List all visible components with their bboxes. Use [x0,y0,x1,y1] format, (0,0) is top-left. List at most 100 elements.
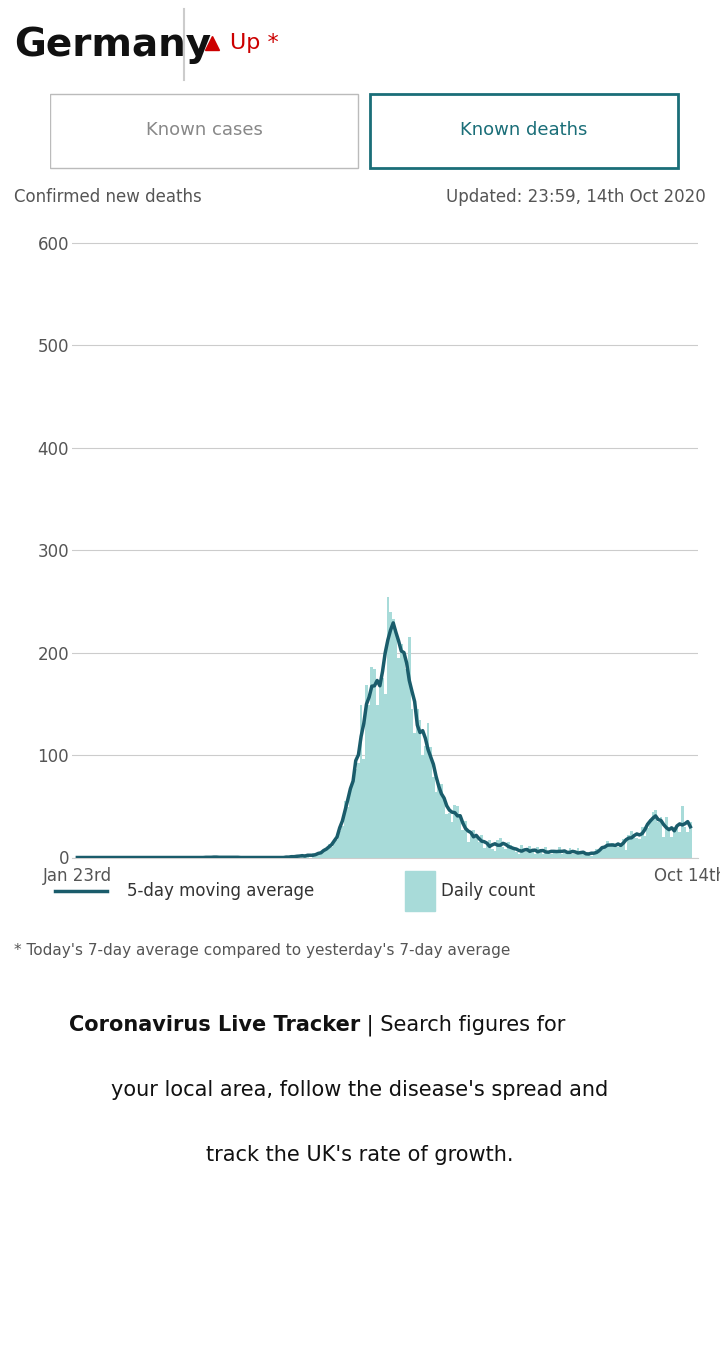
Bar [325,851,328,858]
Bar [368,705,371,858]
Bar [496,840,499,858]
Bar [600,848,603,858]
Bar [333,841,336,858]
Bar [381,678,384,858]
Bar [330,848,333,858]
Bar [362,759,365,858]
Bar [499,838,502,858]
Text: track the UK's rate of growth.: track the UK's rate of growth. [206,1144,514,1165]
Bar [603,848,606,858]
Bar [528,847,531,858]
Bar [558,848,561,858]
Bar [424,746,427,858]
Bar [483,848,485,858]
Bar [306,856,309,858]
Bar [400,645,402,858]
Bar [662,837,665,858]
Bar [379,683,381,858]
Bar [510,845,513,858]
Bar [569,848,571,858]
Bar [598,852,600,858]
Bar [582,853,585,858]
Bar [536,848,539,858]
Bar [686,831,689,858]
Bar [480,836,483,858]
Bar [580,855,582,858]
Bar [354,770,357,858]
Bar [539,851,542,858]
Bar [323,852,325,858]
Bar [454,805,456,858]
Text: View Now: View Now [312,1236,408,1255]
Bar [488,840,491,858]
Text: Known deaths: Known deaths [460,121,588,139]
Bar [438,782,440,858]
Bar [290,856,293,858]
Bar [491,849,494,858]
Bar [477,842,480,858]
Bar [341,826,343,858]
Bar [459,816,462,858]
Bar [552,852,555,858]
Text: Confirmed new deaths: Confirmed new deaths [14,188,202,206]
Bar [371,667,373,858]
Bar [566,852,569,858]
Text: Coronavirus Live Tracker: Coronavirus Live Tracker [68,1015,360,1034]
Bar [504,849,507,858]
Bar [373,670,376,858]
Bar [667,831,670,858]
Bar [513,848,515,858]
Bar [577,848,580,858]
Bar [432,777,435,858]
Bar [338,831,341,858]
Bar [675,827,678,858]
Bar [625,851,627,858]
Bar [295,856,298,858]
Bar [365,686,368,858]
Bar [507,842,510,858]
Bar [502,848,504,858]
Bar [689,822,692,858]
Bar [619,844,622,858]
Bar [357,763,360,858]
Bar [405,670,408,858]
Bar [534,855,536,858]
Text: Daily count: Daily count [441,882,535,900]
Bar [636,838,638,858]
Bar [469,833,472,858]
Bar [304,855,306,858]
Bar [328,844,330,858]
Bar [531,852,534,858]
Bar [390,612,392,858]
Bar [467,842,469,858]
Bar [684,827,686,858]
Bar [464,820,467,858]
Bar [670,837,673,858]
Bar [521,845,523,858]
FancyBboxPatch shape [50,95,358,167]
Bar [647,827,649,858]
Bar [606,841,608,858]
Bar [320,852,323,858]
Bar [475,837,477,858]
Bar [387,597,390,858]
Bar [360,705,362,858]
Bar [627,836,630,858]
FancyBboxPatch shape [370,95,678,167]
Bar [314,856,317,858]
Bar [392,619,395,858]
Bar [462,830,464,858]
Bar [649,819,652,858]
Bar [641,827,644,858]
Bar [542,855,544,858]
Text: | Search figures for: | Search figures for [360,1015,565,1036]
Bar [660,816,662,858]
Text: your local area, follow the disease's spread and: your local area, follow the disease's sp… [112,1080,608,1100]
Bar [494,852,496,858]
Bar [397,657,400,858]
Bar [384,694,387,858]
Bar [611,844,614,858]
Bar [352,778,354,858]
Bar [376,705,379,858]
Bar [673,827,675,858]
